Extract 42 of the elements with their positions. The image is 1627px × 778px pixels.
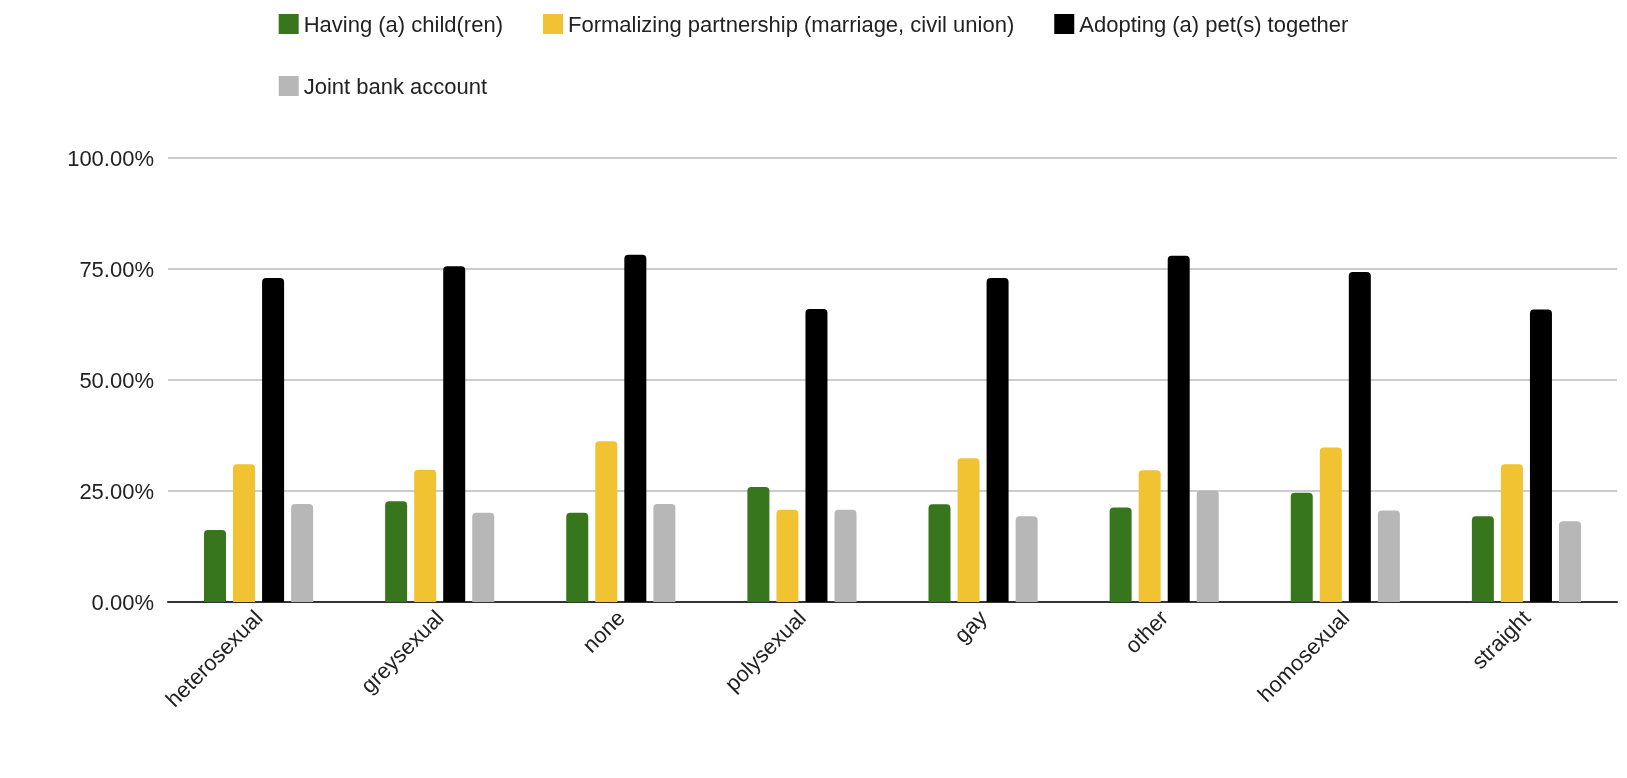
bar: [566, 512, 589, 602]
bar: [653, 503, 676, 602]
bar: [1471, 516, 1494, 602]
legend-label: Joint bank account: [303, 73, 488, 99]
bar: [834, 509, 857, 602]
bar: [957, 458, 980, 602]
bar: [1559, 521, 1581, 602]
bar: [1196, 490, 1219, 602]
y-tick-label: 25.00%: [79, 478, 154, 504]
bar: [1167, 255, 1190, 602]
bar: [233, 464, 256, 602]
bar: [986, 277, 1009, 602]
bar: [1015, 516, 1038, 602]
y-tick-label: 100.00%: [67, 145, 154, 171]
bar: [747, 487, 770, 602]
y-tick-label: 0.00%: [91, 589, 154, 615]
bar: [1377, 510, 1400, 602]
bar: [928, 504, 951, 602]
bar: [1290, 492, 1313, 602]
x-tick-label: gay: [949, 605, 992, 648]
bar: [204, 530, 226, 602]
bar: [385, 501, 408, 602]
bar: [805, 308, 828, 602]
bar: [443, 266, 466, 602]
bar: [472, 512, 495, 602]
bar: [1138, 470, 1161, 602]
y-tick-label: 50.00%: [79, 367, 154, 393]
bar: [414, 469, 437, 602]
bar: [624, 254, 647, 602]
bar: [1529, 309, 1552, 602]
bar: [291, 503, 314, 602]
y-tick-label: 75.00%: [79, 256, 154, 282]
bar: [1500, 464, 1523, 602]
bar: [262, 277, 285, 602]
bar: [595, 441, 618, 602]
bar: [1348, 272, 1371, 602]
bar: [1319, 447, 1342, 602]
legend-label: Adopting (a) pet(s) together: [1079, 11, 1349, 37]
bar: [1109, 507, 1132, 602]
bar: [776, 509, 799, 602]
legend-label: Having (a) child(ren): [303, 11, 503, 37]
legend-label: Formalizing partnership (marriage, civil union): [567, 11, 1015, 37]
